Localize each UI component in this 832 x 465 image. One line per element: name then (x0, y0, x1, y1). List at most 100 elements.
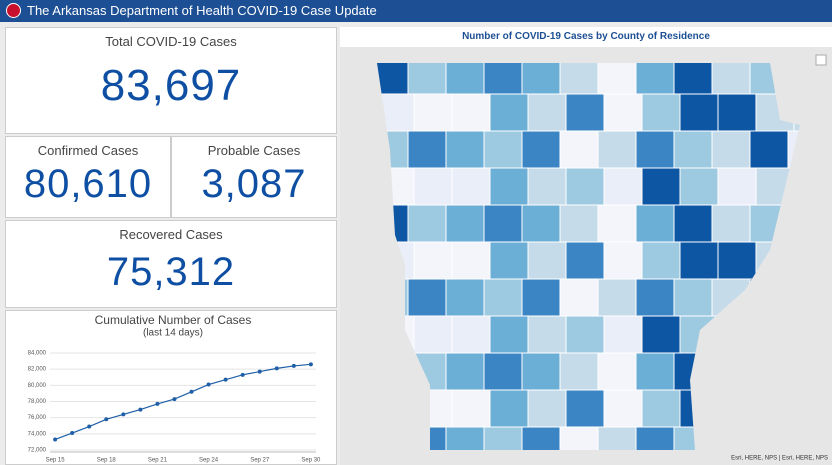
county (635, 426, 675, 450)
county (673, 426, 713, 450)
county (527, 93, 567, 132)
y-tick-label: 74,000 (28, 431, 47, 437)
point (70, 431, 75, 436)
county (749, 130, 789, 169)
logo (6, 3, 21, 18)
total-panel: Total COVID-19 Cases 83,697 (5, 27, 337, 134)
county (521, 204, 561, 243)
point (189, 389, 194, 394)
county (445, 204, 485, 243)
point (53, 437, 58, 442)
county (717, 167, 757, 206)
x-tick-label: Sep 18 (97, 458, 117, 464)
point (257, 369, 262, 374)
county (793, 93, 800, 132)
county (717, 315, 757, 354)
county (793, 315, 800, 354)
county (451, 315, 491, 354)
county (641, 315, 681, 354)
county (793, 241, 800, 280)
total-value: 83,697 (100, 61, 242, 110)
county (445, 130, 485, 169)
county (787, 352, 800, 391)
county (603, 167, 643, 206)
recovered-label: Recovered Cases (119, 227, 223, 242)
county (597, 352, 637, 391)
confirmed-panel: Confirmed Cases 80,610 (5, 136, 171, 218)
county (489, 93, 529, 132)
county (407, 352, 447, 391)
county (377, 241, 415, 280)
county (559, 130, 599, 169)
county (377, 93, 415, 132)
county (489, 315, 529, 354)
chart-panel: Cumulative Number of Cases (last 14 days… (5, 310, 337, 465)
county (407, 278, 447, 317)
confirmed-label: Confirmed Cases (37, 143, 139, 158)
county (717, 93, 757, 132)
recovered-panel: Recovered Cases 75,312 (5, 220, 337, 308)
county (521, 278, 561, 317)
county (755, 315, 795, 354)
county (641, 167, 681, 206)
county (565, 389, 605, 428)
county (559, 278, 599, 317)
county (641, 389, 681, 428)
county (489, 389, 529, 428)
county (597, 130, 637, 169)
county (635, 352, 675, 391)
county (413, 93, 453, 132)
county (641, 241, 681, 280)
county (635, 130, 675, 169)
county (635, 204, 675, 243)
x-tick-label: Sep 30 (301, 458, 321, 464)
county (377, 204, 409, 243)
county (711, 130, 751, 169)
county (565, 241, 605, 280)
county (413, 389, 453, 428)
county (377, 389, 415, 428)
point (172, 397, 177, 402)
county (679, 241, 719, 280)
county (451, 389, 491, 428)
county (565, 315, 605, 354)
county (445, 278, 485, 317)
county (717, 389, 757, 428)
county (377, 278, 409, 317)
county (483, 204, 523, 243)
county (521, 130, 561, 169)
point (308, 362, 313, 367)
county (679, 167, 719, 206)
header: The Arkansas Department of Health COVID-… (0, 0, 832, 22)
x-tick-label: Sep 24 (199, 458, 219, 464)
county (377, 315, 415, 354)
point (240, 372, 245, 377)
county (559, 352, 599, 391)
legend-button[interactable] (815, 54, 827, 66)
county (755, 389, 795, 428)
county (679, 389, 719, 428)
county (711, 278, 751, 317)
county (377, 352, 409, 391)
county (483, 130, 523, 169)
county (451, 167, 491, 206)
county (445, 426, 485, 450)
county (565, 167, 605, 206)
county (673, 204, 713, 243)
x-tick-label: Sep 21 (148, 458, 168, 464)
county (527, 167, 567, 206)
county (793, 167, 800, 206)
county (711, 352, 751, 391)
county (407, 426, 447, 450)
county (793, 389, 800, 428)
county (597, 426, 637, 450)
probable-value: 3,087 (201, 162, 307, 206)
county (711, 63, 751, 95)
county (445, 352, 485, 391)
county (673, 352, 713, 391)
confirmed-value: 80,610 (23, 162, 153, 206)
county (603, 389, 643, 428)
map-title: Number of COVID-19 Cases by County of Re… (340, 27, 832, 47)
header-title: The Arkansas Department of Health COVID-… (27, 3, 377, 18)
